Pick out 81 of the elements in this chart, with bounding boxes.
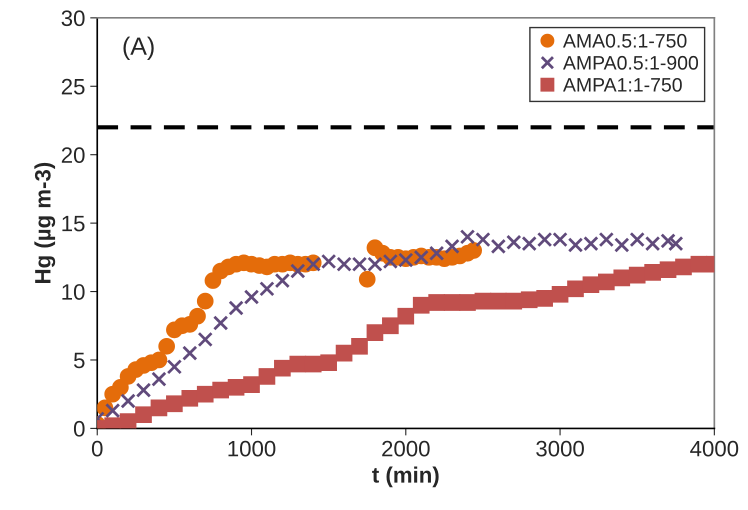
y-tick-label: 20 xyxy=(62,147,85,163)
point xyxy=(552,286,568,303)
point xyxy=(336,344,352,362)
point xyxy=(660,261,676,278)
point xyxy=(228,379,244,396)
point xyxy=(598,232,614,248)
point xyxy=(490,292,507,310)
point xyxy=(444,294,460,311)
point xyxy=(351,338,368,355)
point xyxy=(397,308,414,325)
point xyxy=(382,317,399,334)
legend-label: AMA0.5:1-750 xyxy=(562,34,686,48)
point xyxy=(459,294,476,311)
x-axis-title: t (min) xyxy=(372,466,439,488)
point xyxy=(567,280,584,298)
y-tick-label: 5 xyxy=(74,352,85,368)
point xyxy=(412,296,430,314)
point xyxy=(668,236,684,252)
x-tick-label: 2000 xyxy=(382,440,430,457)
point xyxy=(444,238,460,254)
point xyxy=(259,281,275,296)
point xyxy=(151,371,167,387)
point xyxy=(158,338,175,355)
point xyxy=(198,332,213,348)
point xyxy=(490,238,506,254)
point xyxy=(304,356,322,372)
point xyxy=(690,256,708,273)
point xyxy=(166,359,182,374)
point xyxy=(598,274,615,290)
point xyxy=(166,395,183,412)
annotation: (A) xyxy=(123,36,154,60)
point xyxy=(213,315,228,331)
y-tick-label: 0 xyxy=(74,420,85,437)
point xyxy=(120,413,136,428)
point xyxy=(474,292,492,310)
x-tick-label: 1000 xyxy=(228,440,276,457)
y-tick-label: 10 xyxy=(62,284,85,300)
point xyxy=(614,237,630,253)
point xyxy=(196,386,214,403)
point xyxy=(150,352,168,368)
y-axis-title: Hg (µg m-3) xyxy=(34,162,56,283)
point xyxy=(196,292,214,310)
x-tick-label: 4000 xyxy=(690,440,738,457)
point xyxy=(150,400,168,416)
point xyxy=(428,294,445,311)
legend-label: AMPA0.5:1-900 xyxy=(562,56,698,70)
x-tick-label: 3000 xyxy=(536,440,584,457)
point xyxy=(613,270,630,286)
point xyxy=(181,390,198,407)
point xyxy=(228,300,244,316)
point xyxy=(320,354,337,372)
point xyxy=(628,266,646,284)
point xyxy=(258,368,276,385)
point xyxy=(135,406,152,424)
point xyxy=(644,264,661,281)
point xyxy=(536,290,553,307)
point xyxy=(189,308,206,325)
point xyxy=(136,382,152,398)
point xyxy=(520,291,538,308)
point xyxy=(105,402,120,418)
legend-label: AMPA1:1-750 xyxy=(562,78,682,92)
point xyxy=(358,270,376,288)
point xyxy=(582,276,600,294)
y-tick-label: 25 xyxy=(62,78,85,95)
point xyxy=(243,376,260,393)
y-tick-label: 30 xyxy=(62,10,85,26)
point xyxy=(505,292,522,310)
point xyxy=(182,345,198,361)
point xyxy=(274,360,291,377)
point xyxy=(290,263,306,279)
point xyxy=(630,232,645,248)
point xyxy=(366,324,384,341)
point xyxy=(120,393,136,409)
point xyxy=(274,272,290,288)
point xyxy=(675,258,692,276)
point xyxy=(289,356,306,372)
point xyxy=(212,382,229,398)
y-tick-label: 15 xyxy=(62,216,85,232)
x-tick-label: 0 xyxy=(92,440,103,457)
point xyxy=(429,246,444,261)
point xyxy=(244,289,260,305)
